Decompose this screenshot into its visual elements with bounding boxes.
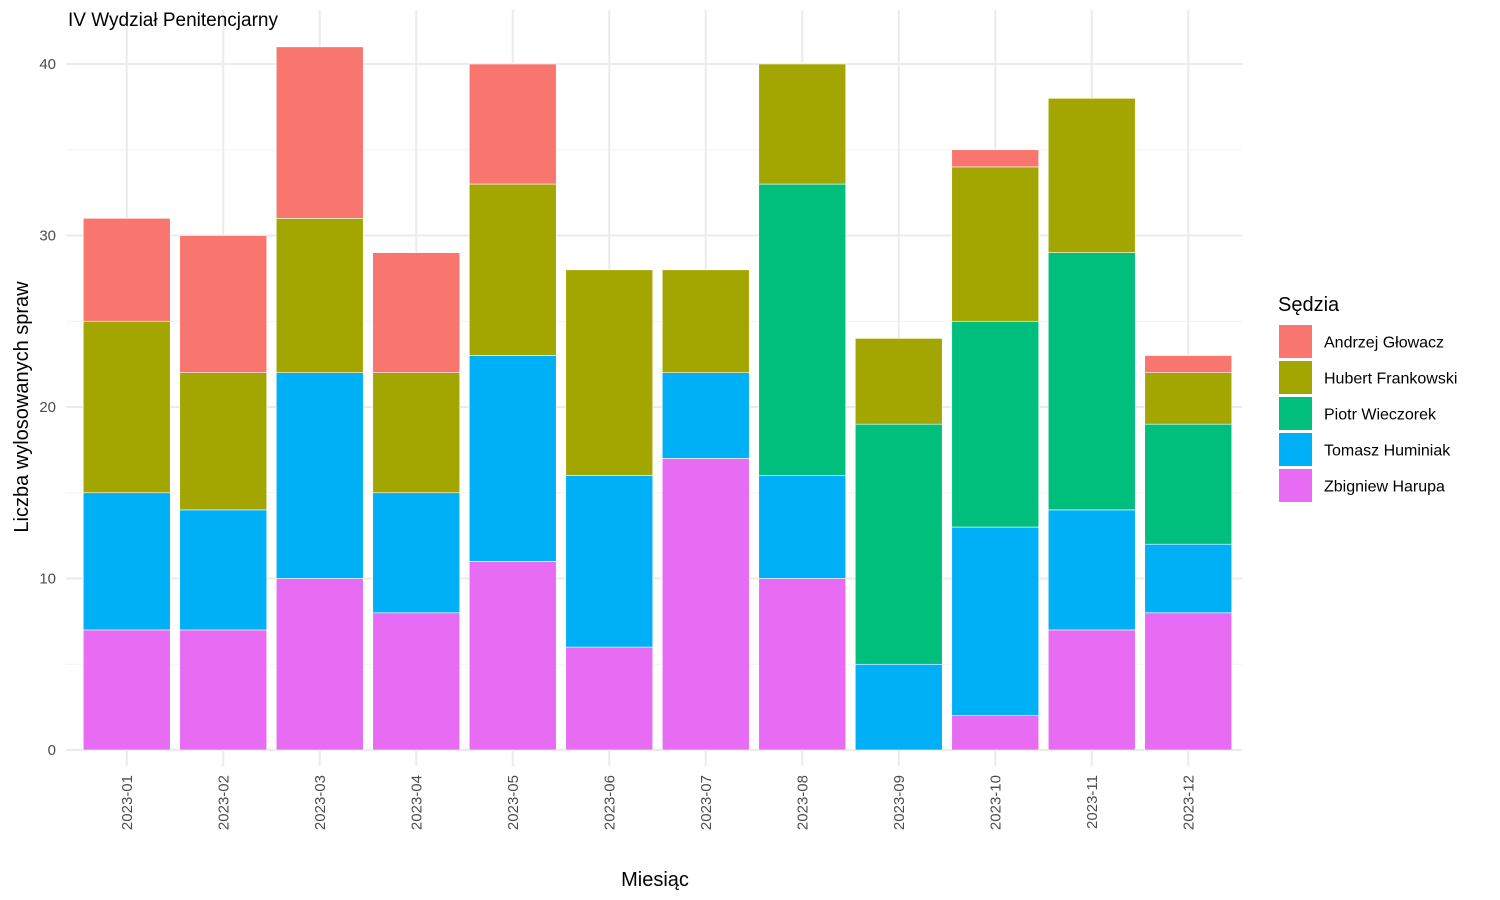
x-tick-label: 2023-07	[698, 775, 715, 830]
bar-segment	[854, 663, 943, 751]
bar-segment	[179, 629, 268, 751]
bar-segment	[1047, 629, 1136, 751]
bar-segment	[1047, 98, 1136, 253]
bar-segment	[275, 46, 364, 219]
x-tick-label: 2023-11	[1084, 775, 1101, 829]
x-tick-label: 2023-02	[215, 775, 232, 830]
x-tick-label: 2023-10	[987, 775, 1004, 830]
bar-segment	[854, 338, 943, 425]
bar-segment	[1144, 423, 1233, 545]
legend-label: Hubert Frankowski	[1324, 371, 1457, 388]
bar-segment	[372, 372, 461, 494]
legend-key	[1279, 325, 1312, 358]
bar-segment	[758, 475, 847, 579]
bar-segment	[758, 578, 847, 751]
legend-label: Zbigniew Harupa	[1324, 479, 1445, 496]
bar-segment	[372, 252, 461, 373]
x-tick-labels: 2023-01 2023-02 2023-03 2023-04 2023-05 2023-…	[119, 775, 1198, 830]
x-tick-label: 2023-08	[794, 775, 811, 830]
bar-segment	[82, 218, 171, 322]
x-tick-label: 2023-05	[505, 775, 522, 830]
legend-label: Andrzej Głowacz	[1324, 335, 1444, 352]
bar-segment	[1144, 612, 1233, 751]
bar-segment	[951, 320, 1040, 528]
bar-segment	[951, 715, 1040, 751]
bar-segment	[758, 183, 847, 476]
y-tick-label: 10	[39, 571, 56, 588]
bar-segment	[82, 320, 171, 494]
bar-segment	[951, 166, 1040, 322]
bar-segment	[468, 183, 557, 356]
bar-segment	[468, 561, 557, 751]
bar-segment	[1144, 355, 1233, 373]
bar-segment	[275, 218, 364, 374]
legend: Sędzia Andrzej Głowacz Hubert Frankowski P…	[1278, 294, 1457, 502]
bar-segment	[1144, 372, 1233, 425]
bar-segment	[275, 578, 364, 751]
x-tick-label: 2023-09	[891, 775, 908, 830]
bar-segment	[179, 372, 268, 511]
y-tick-labels: 0 10 20 30 40	[39, 56, 56, 759]
x-tick-label: 2023-12	[1180, 775, 1197, 830]
bar-segment	[468, 355, 557, 562]
chart-title: IV Wydział Penitencjarny	[68, 10, 278, 31]
y-tick-label: 0	[48, 742, 56, 759]
bar-segment	[661, 372, 750, 459]
x-tick-label: 2023-06	[601, 775, 618, 830]
bar-segment	[854, 423, 943, 665]
bar-segment	[275, 372, 364, 579]
bar-segment	[1144, 543, 1233, 614]
bar-segment	[661, 458, 750, 751]
x-tick-label: 2023-03	[312, 775, 329, 830]
bar-segment	[82, 629, 171, 751]
bar-segment	[179, 235, 268, 373]
bar-segment	[951, 149, 1040, 168]
x-tick-label: 2023-01	[119, 775, 136, 830]
bar-segment	[179, 509, 268, 631]
bar-segment	[661, 269, 750, 373]
legend-key	[1279, 433, 1312, 466]
y-axis-title: Liczba wylosowanych spraw	[11, 281, 33, 533]
bar-segment	[758, 63, 847, 185]
bar-segment	[372, 612, 461, 751]
x-tick-label: 2023-04	[408, 775, 425, 830]
legend-key	[1279, 469, 1312, 502]
x-axis-title: Miesiąc	[621, 869, 689, 891]
y-tick-label: 40	[39, 56, 56, 73]
legend-items: Andrzej Głowacz Hubert Frankowski Piotr Wi…	[1279, 325, 1457, 502]
y-tick-label: 30	[39, 228, 56, 245]
legend-title: Sędzia	[1278, 294, 1340, 316]
bar-segment	[468, 63, 557, 185]
legend-key	[1279, 361, 1312, 394]
bar-segment	[372, 492, 461, 614]
bar-segment	[1047, 252, 1136, 511]
legend-label: Piotr Wieczorek	[1324, 407, 1437, 424]
bar-segment	[1047, 509, 1136, 631]
bar-segment	[565, 646, 654, 751]
legend-label: Tomasz Huminiak	[1324, 443, 1451, 460]
bar-segment	[82, 492, 171, 631]
legend-key	[1279, 397, 1312, 430]
bar-segment	[565, 269, 654, 476]
bar-segment	[565, 475, 654, 648]
bar-segment	[951, 526, 1040, 716]
bars	[82, 46, 1233, 751]
y-tick-label: 20	[39, 399, 56, 416]
